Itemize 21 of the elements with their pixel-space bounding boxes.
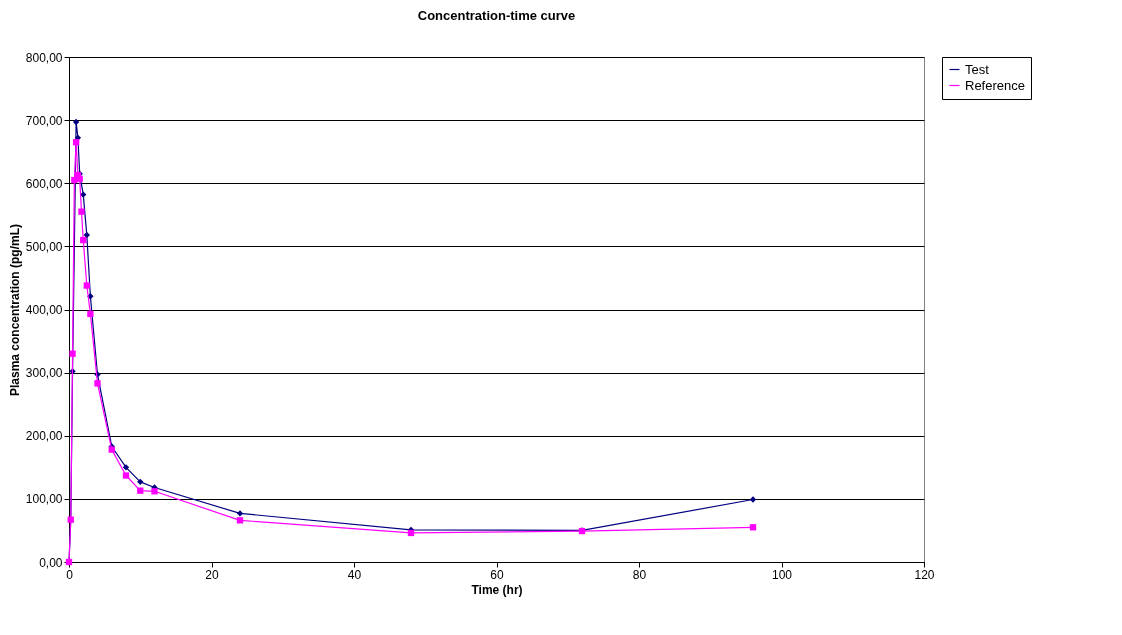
y-tick-label: 700,00 bbox=[25, 113, 63, 128]
y-axis-title: Plasma concentration (pg/mL) bbox=[7, 223, 22, 397]
y-tick-label: 200,00 bbox=[25, 429, 63, 444]
y-tick-label: 0,00 bbox=[39, 555, 63, 570]
x-tick-label: 60 bbox=[490, 567, 504, 582]
x-tick-label: 120 bbox=[914, 567, 935, 582]
x-axis-title: Time (hr) bbox=[471, 582, 523, 597]
y-tick-label: 600,00 bbox=[25, 176, 63, 191]
x-tick-label: 0 bbox=[66, 567, 74, 582]
y-tick-label: 400,00 bbox=[25, 303, 63, 317]
x-tick-label: 80 bbox=[632, 567, 647, 582]
chart-title: Concentration-time curve bbox=[417, 8, 576, 23]
legend-label: Reference bbox=[965, 77, 1025, 93]
y-tick-label: 300,00 bbox=[25, 366, 63, 381]
legend-label: Test bbox=[965, 61, 990, 77]
y-tick-label: 800,00 bbox=[25, 50, 63, 65]
x-tick-label: 100 bbox=[771, 567, 793, 582]
x-tick-label: 20 bbox=[205, 567, 219, 582]
y-tick-label: 500,00 bbox=[25, 239, 63, 254]
x-tick-label: 40 bbox=[347, 567, 362, 582]
y-tick-label: 100,00 bbox=[25, 492, 63, 507]
